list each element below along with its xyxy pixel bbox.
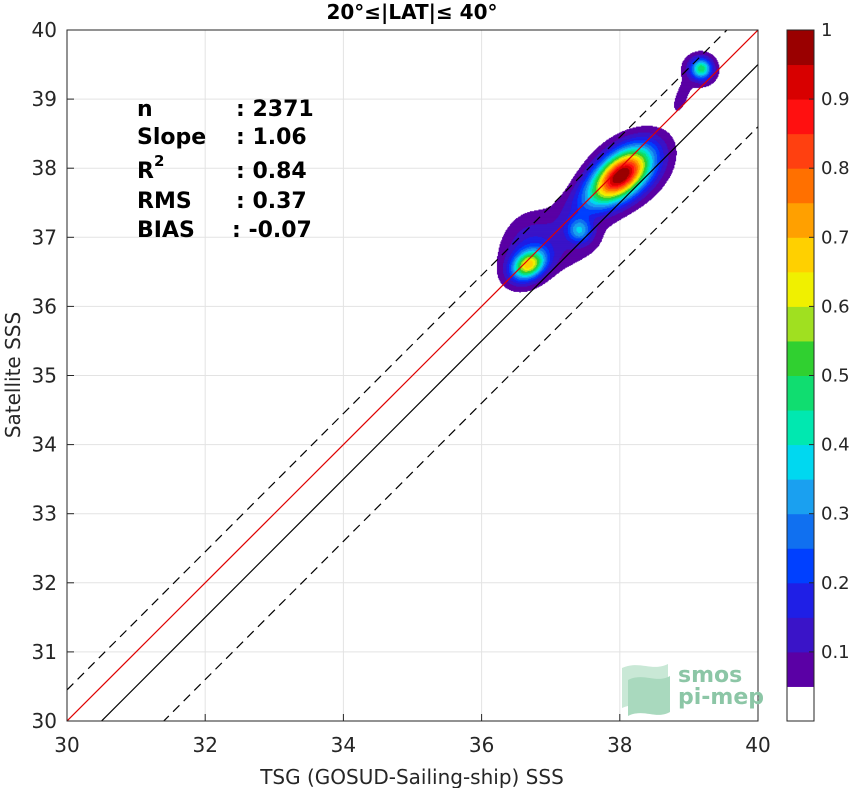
colorbar bbox=[787, 30, 814, 722]
colorbar-tick-label: 0.5 bbox=[821, 366, 850, 387]
y-tick-label: 39 bbox=[32, 87, 57, 111]
logo-wave-front bbox=[628, 676, 670, 716]
y-tick-label: 34 bbox=[32, 433, 57, 457]
stat-value-slope: : 1.06 bbox=[236, 125, 307, 150]
colorbar-swatch bbox=[787, 340, 814, 376]
colorbar-tick-label: 0.4 bbox=[821, 435, 850, 456]
density-contour-band bbox=[612, 168, 630, 184]
logo-text-smos: smos bbox=[678, 663, 742, 688]
colorbar-swatch bbox=[787, 99, 814, 135]
colorbar-swatch bbox=[787, 479, 814, 515]
stat-value-rms: : 0.37 bbox=[236, 189, 307, 214]
grid bbox=[66, 29, 759, 722]
y-tick-label: 40 bbox=[32, 18, 57, 42]
colorbar-swatch bbox=[787, 375, 814, 411]
y-tick-label: 35 bbox=[32, 364, 57, 388]
colorbar-swatch bbox=[787, 651, 814, 687]
stat-label-r2-superscript: 2 bbox=[154, 152, 164, 170]
chart-title: 20°≤|LAT|≤ 40° bbox=[326, 0, 497, 24]
stats-box: n : 2371 Slope : 1.06 R2 : 0.84 RMS : 0.… bbox=[137, 97, 314, 243]
colorbar-swatch bbox=[787, 582, 814, 618]
x-tick-label: 36 bbox=[469, 733, 494, 757]
y-tick-label: 36 bbox=[32, 294, 57, 318]
density-contours bbox=[497, 50, 720, 293]
colorbar-swatch bbox=[787, 133, 814, 169]
x-tick-label: 32 bbox=[192, 733, 217, 757]
colorbar-tick-label: 0.6 bbox=[821, 296, 850, 317]
colorbar-tick-label: 0.1 bbox=[821, 642, 850, 663]
y-tick-label: 33 bbox=[32, 502, 57, 526]
y-tick-label: 30 bbox=[32, 709, 57, 733]
stat-label-slope: Slope bbox=[137, 125, 206, 150]
colorbar-tick-label: 0.7 bbox=[821, 227, 850, 248]
lower-bound-line bbox=[162, 126, 758, 721]
colorbar-swatch bbox=[787, 410, 814, 446]
y-tick-label: 31 bbox=[32, 640, 57, 664]
colorbar-swatch bbox=[787, 617, 814, 653]
stat-value-n: : 2371 bbox=[236, 97, 314, 122]
stat-value-r2: : 0.84 bbox=[236, 159, 307, 184]
upper-bound-line bbox=[67, 30, 728, 691]
smos-pi-mep-logo: smos pi-mep bbox=[622, 663, 764, 716]
reference-lines bbox=[67, 30, 758, 721]
y-tick-label: 37 bbox=[32, 225, 57, 249]
colorbar-swatch bbox=[787, 30, 814, 66]
y-tick-label: 38 bbox=[32, 156, 57, 180]
x-tick-label: 30 bbox=[54, 733, 79, 757]
stat-label-n: n bbox=[137, 97, 153, 122]
y-axis-label: Satellite SSS bbox=[1, 312, 25, 438]
colorbar-swatch bbox=[787, 513, 814, 549]
colorbar-tick-label: 0.9 bbox=[821, 89, 850, 110]
colorbar-swatch bbox=[787, 168, 814, 204]
colorbar-tick-label: 0.2 bbox=[821, 573, 850, 594]
colorbar-swatch bbox=[787, 271, 814, 307]
regression-fit-line bbox=[67, 30, 758, 721]
identity-line bbox=[100, 64, 758, 721]
colorbar-swatch bbox=[787, 548, 814, 584]
y-axis-ticks: 30 31 32 33 34 35 36 37 38 39 40 bbox=[32, 18, 74, 733]
colorbar-swatch bbox=[787, 237, 814, 273]
x-axis-label: TSG (GOSUD-Sailing-ship) SSS bbox=[259, 765, 564, 788]
x-tick-label: 40 bbox=[745, 733, 770, 757]
colorbar-swatch bbox=[787, 64, 814, 100]
stat-label-r2: R2 bbox=[137, 152, 164, 184]
colorbar-swatch bbox=[787, 686, 814, 722]
colorbar-swatch bbox=[787, 306, 814, 342]
stat-label-r: R bbox=[137, 159, 154, 184]
colorbar-tick-label: 1 bbox=[821, 20, 832, 41]
x-tick-label: 38 bbox=[607, 733, 632, 757]
stat-label-bias: BIAS bbox=[137, 218, 195, 243]
stat-label-rms: RMS bbox=[137, 189, 192, 214]
colorbar-swatch bbox=[787, 202, 814, 238]
y-tick-label: 32 bbox=[32, 571, 57, 595]
x-tick-label: 34 bbox=[331, 733, 356, 757]
stat-value-bias: : -0.07 bbox=[232, 218, 312, 243]
colorbar-swatch bbox=[787, 444, 814, 480]
logo-text-pi-mep: pi-mep bbox=[678, 685, 764, 710]
colorbar-ticks: 0.1 0.2 0.3 0.4 0.5 0.6 0.7 0.8 0.9 1 bbox=[809, 20, 850, 663]
colorbar-tick-label: 0.3 bbox=[821, 504, 850, 525]
x-axis-ticks: 30 32 34 36 38 40 bbox=[54, 714, 771, 757]
colorbar-tick-label: 0.8 bbox=[821, 158, 850, 179]
